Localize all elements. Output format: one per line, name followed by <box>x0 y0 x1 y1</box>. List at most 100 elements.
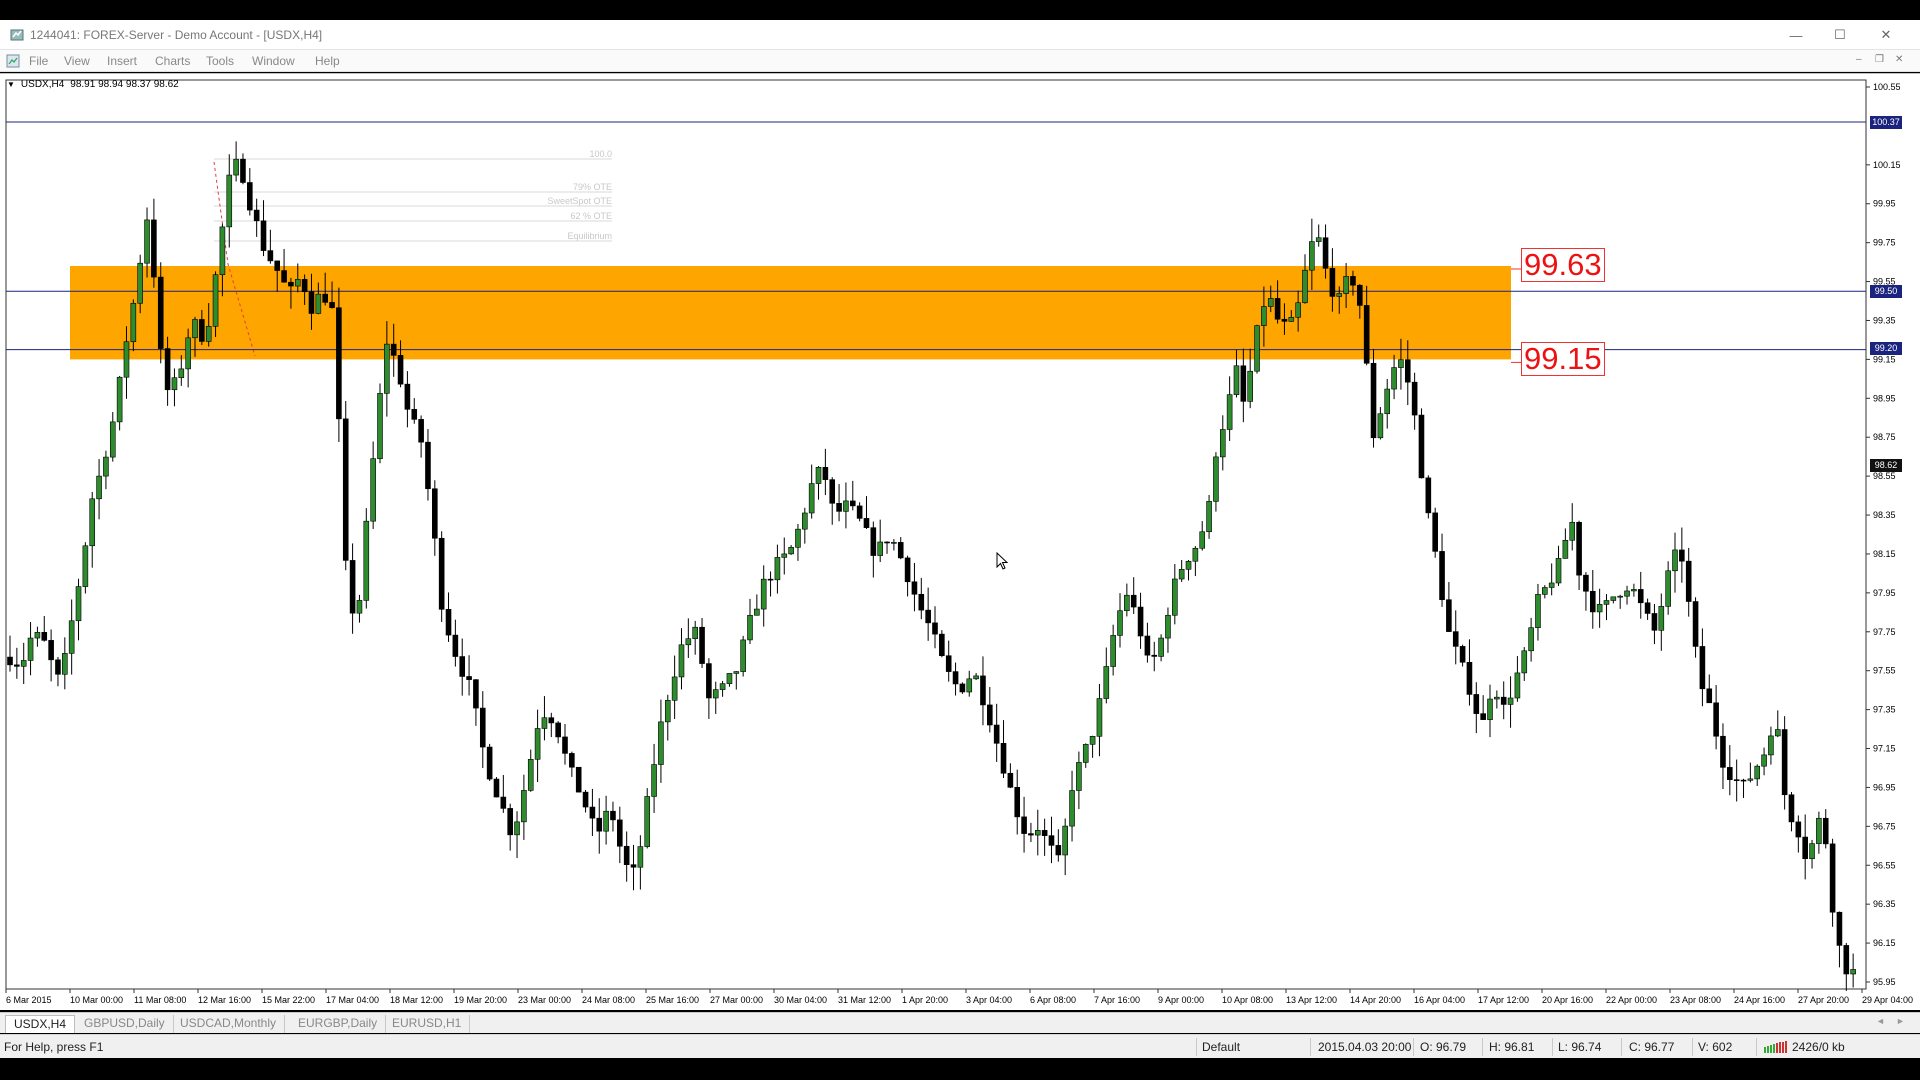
tab-scroll-left-icon[interactable]: ◄ <box>1876 1016 1885 1026</box>
time-axis-label: 6 Mar 2015 <box>6 995 52 1005</box>
bull-candle <box>808 483 815 514</box>
bear-candle <box>322 293 328 303</box>
bear-candle <box>1281 318 1288 322</box>
app-icon <box>10 29 24 41</box>
bear-candle <box>1000 743 1007 774</box>
time-axis-label: 6 Apr 08:00 <box>1030 995 1076 1005</box>
tab-usdcad-monthly[interactable]: USDCAD,Monthly <box>172 1015 286 1033</box>
tab-eurusd-h1[interactable]: EURUSD,H1 <box>384 1015 471 1033</box>
bull-candle <box>212 274 219 327</box>
status-close: C: 96.77 <box>1629 1040 1675 1054</box>
bear-candle <box>1048 835 1055 846</box>
bear-candle <box>151 219 157 278</box>
bear-candle <box>390 343 397 356</box>
bear-candle <box>1357 284 1363 306</box>
price-chart[interactable]: 100.0 79% OTE SweetSpot OTE 62 % OTE Equilib… <box>0 74 1920 1011</box>
bull-candle <box>719 683 726 690</box>
chart-window-icon[interactable] <box>6 54 20 68</box>
time-axis-label: 17 Mar 04:00 <box>326 995 379 1005</box>
price-axis-label: 95.95 <box>1873 977 1896 987</box>
bull-candle <box>75 586 82 622</box>
status-volume: V: 602 <box>1698 1040 1733 1054</box>
menu-window[interactable]: Window <box>252 54 295 68</box>
menu-help[interactable]: Help <box>315 54 340 68</box>
window-titlebar: 1244041: FOREX-Server - Demo Account - [… <box>0 20 1920 50</box>
bull-candle <box>1261 306 1267 326</box>
connection-status-icon[interactable] <box>1764 1041 1788 1053</box>
close-button[interactable]: ✕ <box>1880 27 1892 42</box>
bull-candle <box>1487 698 1493 720</box>
hline-price-tag: 100.37 <box>1870 116 1902 129</box>
bear-candle <box>397 355 404 385</box>
tab-eurgbp-daily[interactable]: EURGBP,Daily <box>290 1015 387 1033</box>
bull-candle <box>754 608 760 616</box>
bear-candle <box>1418 414 1425 479</box>
fib-level-label: 100.0 <box>589 149 612 159</box>
bear-candle <box>55 659 61 675</box>
bear-candle <box>617 819 623 847</box>
bull-candle <box>1034 830 1041 836</box>
bull-candle <box>788 547 794 555</box>
bull-candle <box>137 262 143 304</box>
collapse-triangle-icon[interactable]: ▼ <box>7 80 15 89</box>
bull-candle <box>781 553 788 558</box>
bull-candle <box>733 671 740 674</box>
price-axis-label: 100.15 <box>1873 160 1901 170</box>
bull-candle <box>233 158 239 176</box>
bear-candle <box>459 656 466 677</box>
bear-candle <box>1144 635 1151 656</box>
bear-candle <box>418 419 424 443</box>
zone-bottom-label[interactable]: 99.15 <box>1521 342 1605 376</box>
bull-candle <box>877 541 883 556</box>
minimize-button[interactable]: — <box>1789 27 1803 43</box>
tab-usdx-h4[interactable]: USDX,H4 <box>5 1015 76 1033</box>
bear-candle <box>1713 702 1719 737</box>
chart-minimize-button[interactable]: ‒ <box>1856 54 1862 65</box>
menu-view[interactable]: View <box>64 54 90 68</box>
bull-candle <box>671 676 678 701</box>
bear-candle <box>1151 654 1158 657</box>
bull-candle <box>521 790 527 823</box>
menu-file[interactable]: File <box>29 54 49 68</box>
tab-scroll-right-icon[interactable]: ► <box>1896 1016 1905 1026</box>
tab-gbpusd-daily[interactable]: GBPUSD,Daily <box>76 1015 174 1033</box>
menu-charts[interactable]: Charts <box>155 54 191 68</box>
bull-candle <box>1124 594 1130 612</box>
chart-restore-button[interactable]: ❐ <box>1875 54 1884 65</box>
chart-close-button[interactable]: ✕ <box>1895 54 1904 65</box>
bull-candle <box>20 660 27 667</box>
bull-candle <box>1192 547 1199 562</box>
bear-candle <box>288 281 294 287</box>
bear-candle <box>952 671 959 685</box>
bear-candle <box>562 736 568 754</box>
bear-candle <box>199 319 205 342</box>
status-separator <box>1621 1038 1622 1056</box>
bear-candle <box>1014 787 1021 818</box>
zone-top-label[interactable]: 99.63 <box>1521 248 1605 282</box>
bear-candle <box>260 220 267 251</box>
bull-candle <box>1267 298 1274 307</box>
status-separator <box>1552 1038 1553 1056</box>
bull-candle <box>356 600 363 614</box>
bear-candle <box>1637 589 1644 604</box>
bear-candle <box>247 182 253 211</box>
maximize-button[interactable]: ☐ <box>1834 27 1846 42</box>
price-axis-label: 96.95 <box>1873 782 1896 792</box>
bear-candle <box>959 683 966 693</box>
bear-candle <box>473 679 479 709</box>
menu-tools[interactable]: Tools <box>206 54 235 68</box>
bull-candle <box>678 644 685 678</box>
price-axis-label: 98.55 <box>1873 471 1896 481</box>
bear-candle <box>1727 767 1733 780</box>
bull-candle <box>802 512 808 530</box>
menu-insert[interactable]: Insert <box>107 54 138 68</box>
price-axis-label: 97.95 <box>1873 588 1896 598</box>
bear-candle <box>7 656 13 666</box>
chart-window[interactable]: 100.0 79% OTE SweetSpot OTE 62 % OTE Equilib… <box>0 73 1920 1010</box>
bull-candle <box>1082 744 1089 763</box>
price-axis-label: 99.15 <box>1873 354 1896 364</box>
bull-candle <box>1069 790 1075 827</box>
bull-candle <box>103 456 109 477</box>
time-axis-label: 16 Apr 04:00 <box>1414 995 1465 1005</box>
time-axis-label: 12 Mar 16:00 <box>198 995 251 1005</box>
